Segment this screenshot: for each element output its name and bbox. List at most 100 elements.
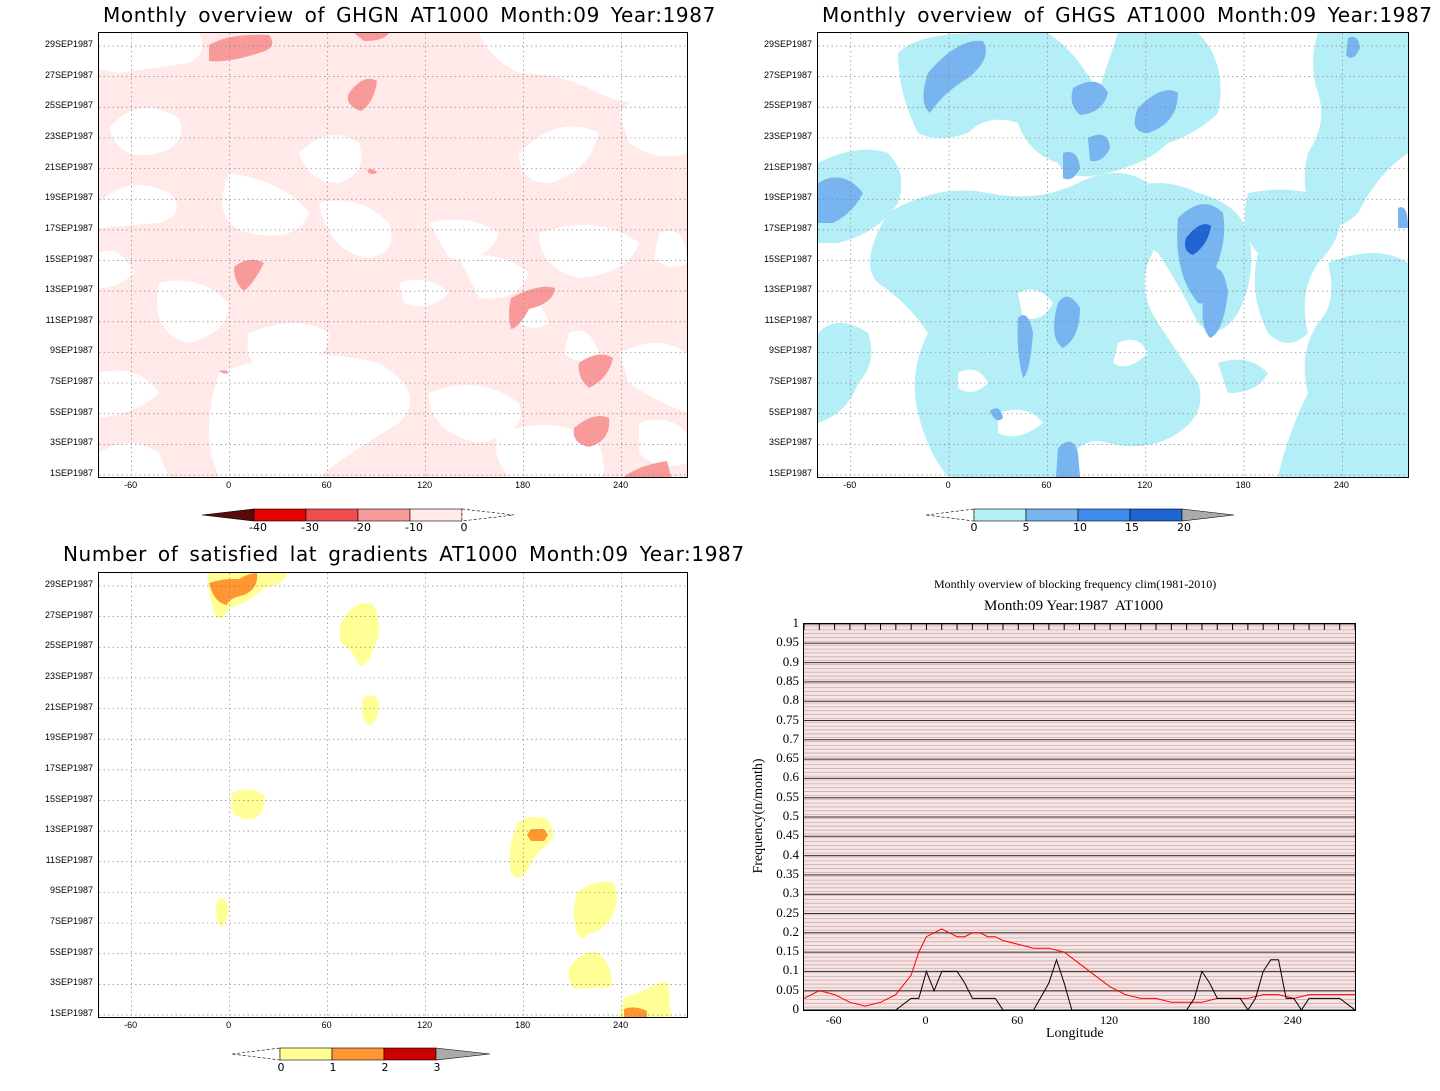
date-tick-label: 5SEP1987 <box>49 406 93 417</box>
lon-tick-label: 240 <box>613 480 629 490</box>
date-tick-label: 27SEP1987 <box>763 69 812 80</box>
x-tick-label: 0 <box>922 1013 929 1027</box>
y-tick-label: 0.1 <box>782 962 799 978</box>
lat-contour-field <box>99 573 687 1017</box>
y-tick-label: 0.2 <box>782 923 799 939</box>
ghgn-cbar-tick: -20 <box>353 521 371 534</box>
ghgs-plot-area <box>817 32 1409 478</box>
date-tick-label: 27SEP1987 <box>44 69 93 80</box>
y-tick-label: 0.5 <box>782 808 799 823</box>
lat-cbar-tick: 2 <box>381 1061 389 1074</box>
date-tick-label: 7SEP1987 <box>49 376 93 387</box>
x-tick-label: 120 <box>1100 1013 1119 1027</box>
y-tick-label: 0.75 <box>776 711 799 727</box>
date-tick-label: 3SEP1987 <box>49 437 93 448</box>
y-tick-label: 0.85 <box>776 672 799 688</box>
lon-tick-label: 240 <box>1333 480 1349 490</box>
ghgs-cbar-tick: 5 <box>1022 521 1030 534</box>
date-tick-label: 29SEP1987 <box>44 579 93 589</box>
lon-tick-label: 120 <box>417 1020 433 1030</box>
lon-tick-label: 0 <box>226 1020 232 1030</box>
y-tick-label: 0.15 <box>776 943 799 959</box>
lon-tick-label: -60 <box>124 1020 138 1030</box>
lon-tick-label: 180 <box>1235 480 1251 490</box>
ghgs-cbar-tick: 15 <box>1125 521 1139 534</box>
ghgs-cbar-tick: 0 <box>970 521 978 534</box>
date-tick-label: 7SEP1987 <box>49 916 93 927</box>
y-tick-label: 0.65 <box>776 750 799 766</box>
y-tick-label: 0.95 <box>776 634 799 650</box>
lon-tick-label: 60 <box>321 480 332 490</box>
lat-plot-area <box>98 572 688 1018</box>
lon-tick-label: 60 <box>321 1020 332 1030</box>
y-tick-label: 0.25 <box>776 904 799 920</box>
date-tick-label: 23SEP1987 <box>44 130 93 141</box>
lon-tick-label: 180 <box>515 1020 531 1030</box>
date-tick-label: 15SEP1987 <box>44 253 93 264</box>
x-tick-label: 240 <box>1283 1013 1302 1027</box>
lon-tick-label: 180 <box>515 480 531 490</box>
date-tick-label: 15SEP1987 <box>763 253 812 264</box>
ghgs-cbar-tick: 10 <box>1073 521 1087 534</box>
date-tick-label: 21SEP1987 <box>763 161 812 172</box>
date-tick-label: 3SEP1987 <box>49 977 93 988</box>
ghgn-contour-field <box>99 33 687 477</box>
lon-tick-label: -60 <box>124 480 138 490</box>
date-tick-label: 25SEP1987 <box>44 100 93 111</box>
freq-y-label: Frequency(n/month) <box>751 758 766 874</box>
lat-colorbar <box>231 1047 491 1061</box>
y-tick-label: 0.4 <box>782 846 799 862</box>
ghgn-colorbar <box>201 508 515 522</box>
lat-cbar-tick: 3 <box>433 1061 441 1074</box>
ghgn-cbar-tick: -40 <box>249 521 267 534</box>
y-tick-label: 0.9 <box>782 653 799 669</box>
date-tick-label: 17SEP1987 <box>44 762 93 773</box>
x-tick-label: 60 <box>1011 1013 1024 1027</box>
date-tick-label: 19SEP1987 <box>763 192 812 203</box>
freq-subtitle: Month:09 Year:1987 AT1000 <box>984 598 1164 614</box>
date-tick-label: 9SEP1987 <box>49 345 93 356</box>
ghgs-title: Monthly overview of GHGS AT1000 Month:09… <box>822 3 1433 27</box>
date-tick-label: 21SEP1987 <box>44 161 93 172</box>
lon-tick-label: -60 <box>843 480 857 490</box>
lon-tick-label: 0 <box>226 480 232 490</box>
date-tick-label: 25SEP1987 <box>763 100 812 111</box>
ghgn-cbar-tick: -10 <box>405 521 423 534</box>
date-tick-label: 29SEP1987 <box>44 39 93 49</box>
date-tick-label: 19SEP1987 <box>44 732 93 743</box>
freq-line-chart <box>804 624 1355 1010</box>
date-tick-label: 17SEP1987 <box>763 222 812 233</box>
y-tick-label: 0.35 <box>776 865 799 881</box>
date-tick-label: 13SEP1987 <box>44 284 93 295</box>
date-tick-label: 23SEP1987 <box>763 130 812 141</box>
y-tick-label: 0.45 <box>776 827 799 843</box>
date-tick-label: 27SEP1987 <box>44 609 93 620</box>
date-tick-label: 13SEP1987 <box>763 284 812 295</box>
ghgn-cbar-tick: 0 <box>460 521 468 534</box>
lon-tick-label: 60 <box>1041 480 1052 490</box>
y-tick-label: 0.55 <box>776 788 799 804</box>
lat-cbar-tick: 0 <box>277 1061 285 1074</box>
date-tick-label: 7SEP1987 <box>768 376 812 387</box>
ghgn-title: Monthly overview of GHGN AT1000 Month:09… <box>103 3 716 27</box>
date-tick-label: 11SEP1987 <box>45 314 93 325</box>
lon-tick-label: 120 <box>1137 480 1153 490</box>
y-tick-label: 0.3 <box>782 885 799 901</box>
date-tick-label: 9SEP1987 <box>768 345 812 356</box>
y-tick-label: 0.8 <box>782 692 799 708</box>
date-tick-label: 25SEP1987 <box>44 640 93 651</box>
date-tick-label: 11SEP1987 <box>45 854 93 865</box>
date-tick-label: 1SEP1987 <box>768 468 812 478</box>
date-tick-label: 9SEP1987 <box>49 885 93 896</box>
lat-title: Number of satisfied lat gradients AT1000… <box>63 542 745 566</box>
monthly-line <box>804 958 1355 1010</box>
ghgs-contour-field <box>818 33 1408 477</box>
climatology-line <box>804 928 1355 1007</box>
ghgs-cbar-tick: 20 <box>1177 521 1191 534</box>
date-tick-label: 5SEP1987 <box>768 406 812 417</box>
date-tick-label: 17SEP1987 <box>44 222 93 233</box>
lon-tick-label: 120 <box>417 480 433 490</box>
freq-x-label: Longitude <box>1046 1026 1104 1041</box>
date-tick-label: 11SEP1987 <box>764 314 812 325</box>
date-tick-label: 23SEP1987 <box>44 670 93 681</box>
